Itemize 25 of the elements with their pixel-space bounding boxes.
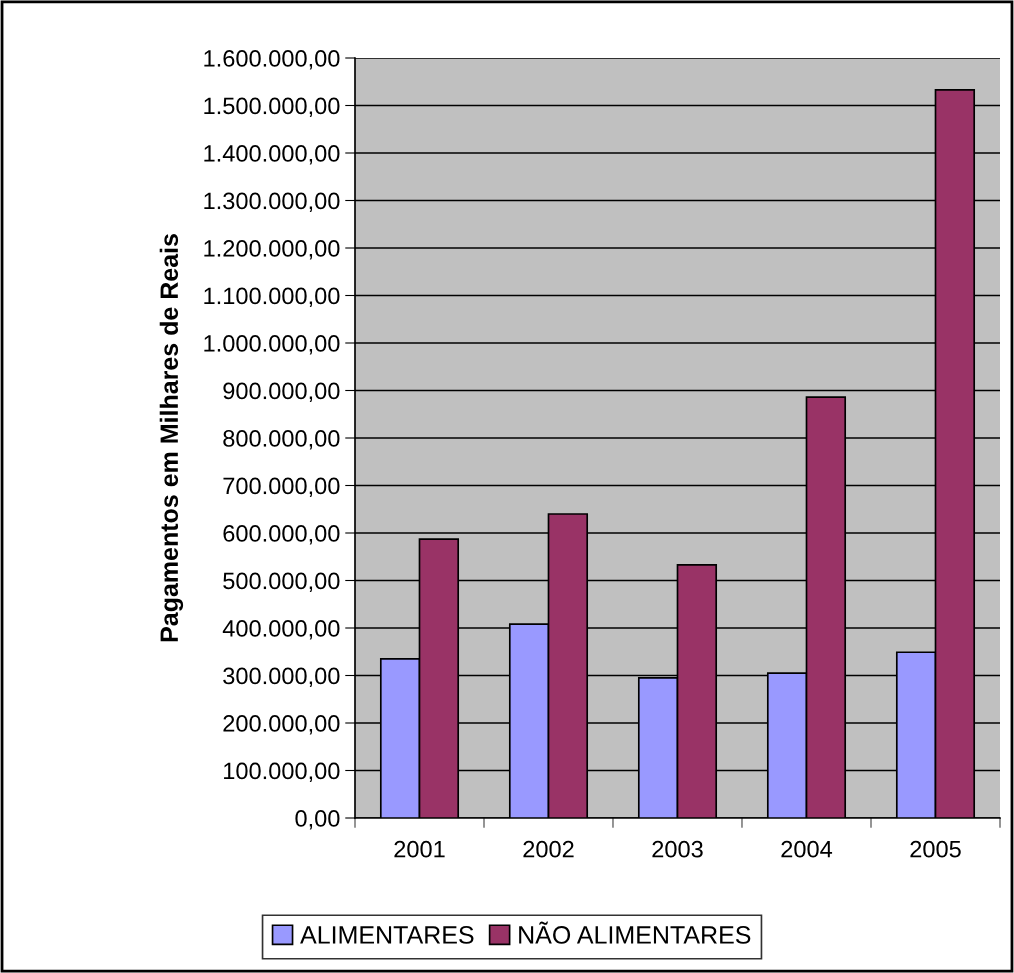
y-tick-label: 1.300.000,00 <box>204 192 340 213</box>
y-tick-label: 100.000,00 <box>224 762 340 783</box>
y-tick-label: 1.400.000,00 <box>204 145 340 165</box>
y-tick-label: 900.000,00 <box>223 382 340 403</box>
legend-label: ALIMENTARES <box>300 926 474 944</box>
x-tick-label: 2003 <box>652 840 703 858</box>
x-tick-label: 2002 <box>523 840 574 858</box>
y-tick-label: 500.000,00 <box>223 572 340 593</box>
y-tick-label: 200.000,00 <box>223 715 340 735</box>
y-axis-title: Pagamentos em Milhares de Reais <box>159 234 184 642</box>
y-tick-label: 1.000.000,00 <box>204 335 340 355</box>
y-tick-label: 600.000,00 <box>223 525 340 545</box>
y-tick-label: 1.500.000,00 <box>204 97 340 118</box>
legend-label: NÃO ALIMENTARES <box>519 921 751 944</box>
x-tick-label: 2005 <box>910 840 961 858</box>
y-tick-label: 1.200.000,00 <box>204 240 340 260</box>
y-tick-label: 1.100.000,00 <box>204 287 340 308</box>
x-tick-label: 2004 <box>781 840 833 858</box>
y-tick-label: 1.600.000,00 <box>204 50 340 70</box>
y-tick-label: 700.000,00 <box>223 477 340 498</box>
x-tick-label: 2001 <box>394 840 445 858</box>
y-tick-label: 800.000,00 <box>223 430 340 450</box>
y-tick-label: 300.000,00 <box>223 667 340 688</box>
y-tick-label: 400.000,00 <box>222 620 340 640</box>
y-tick-label: 0,00 <box>295 810 340 830</box>
